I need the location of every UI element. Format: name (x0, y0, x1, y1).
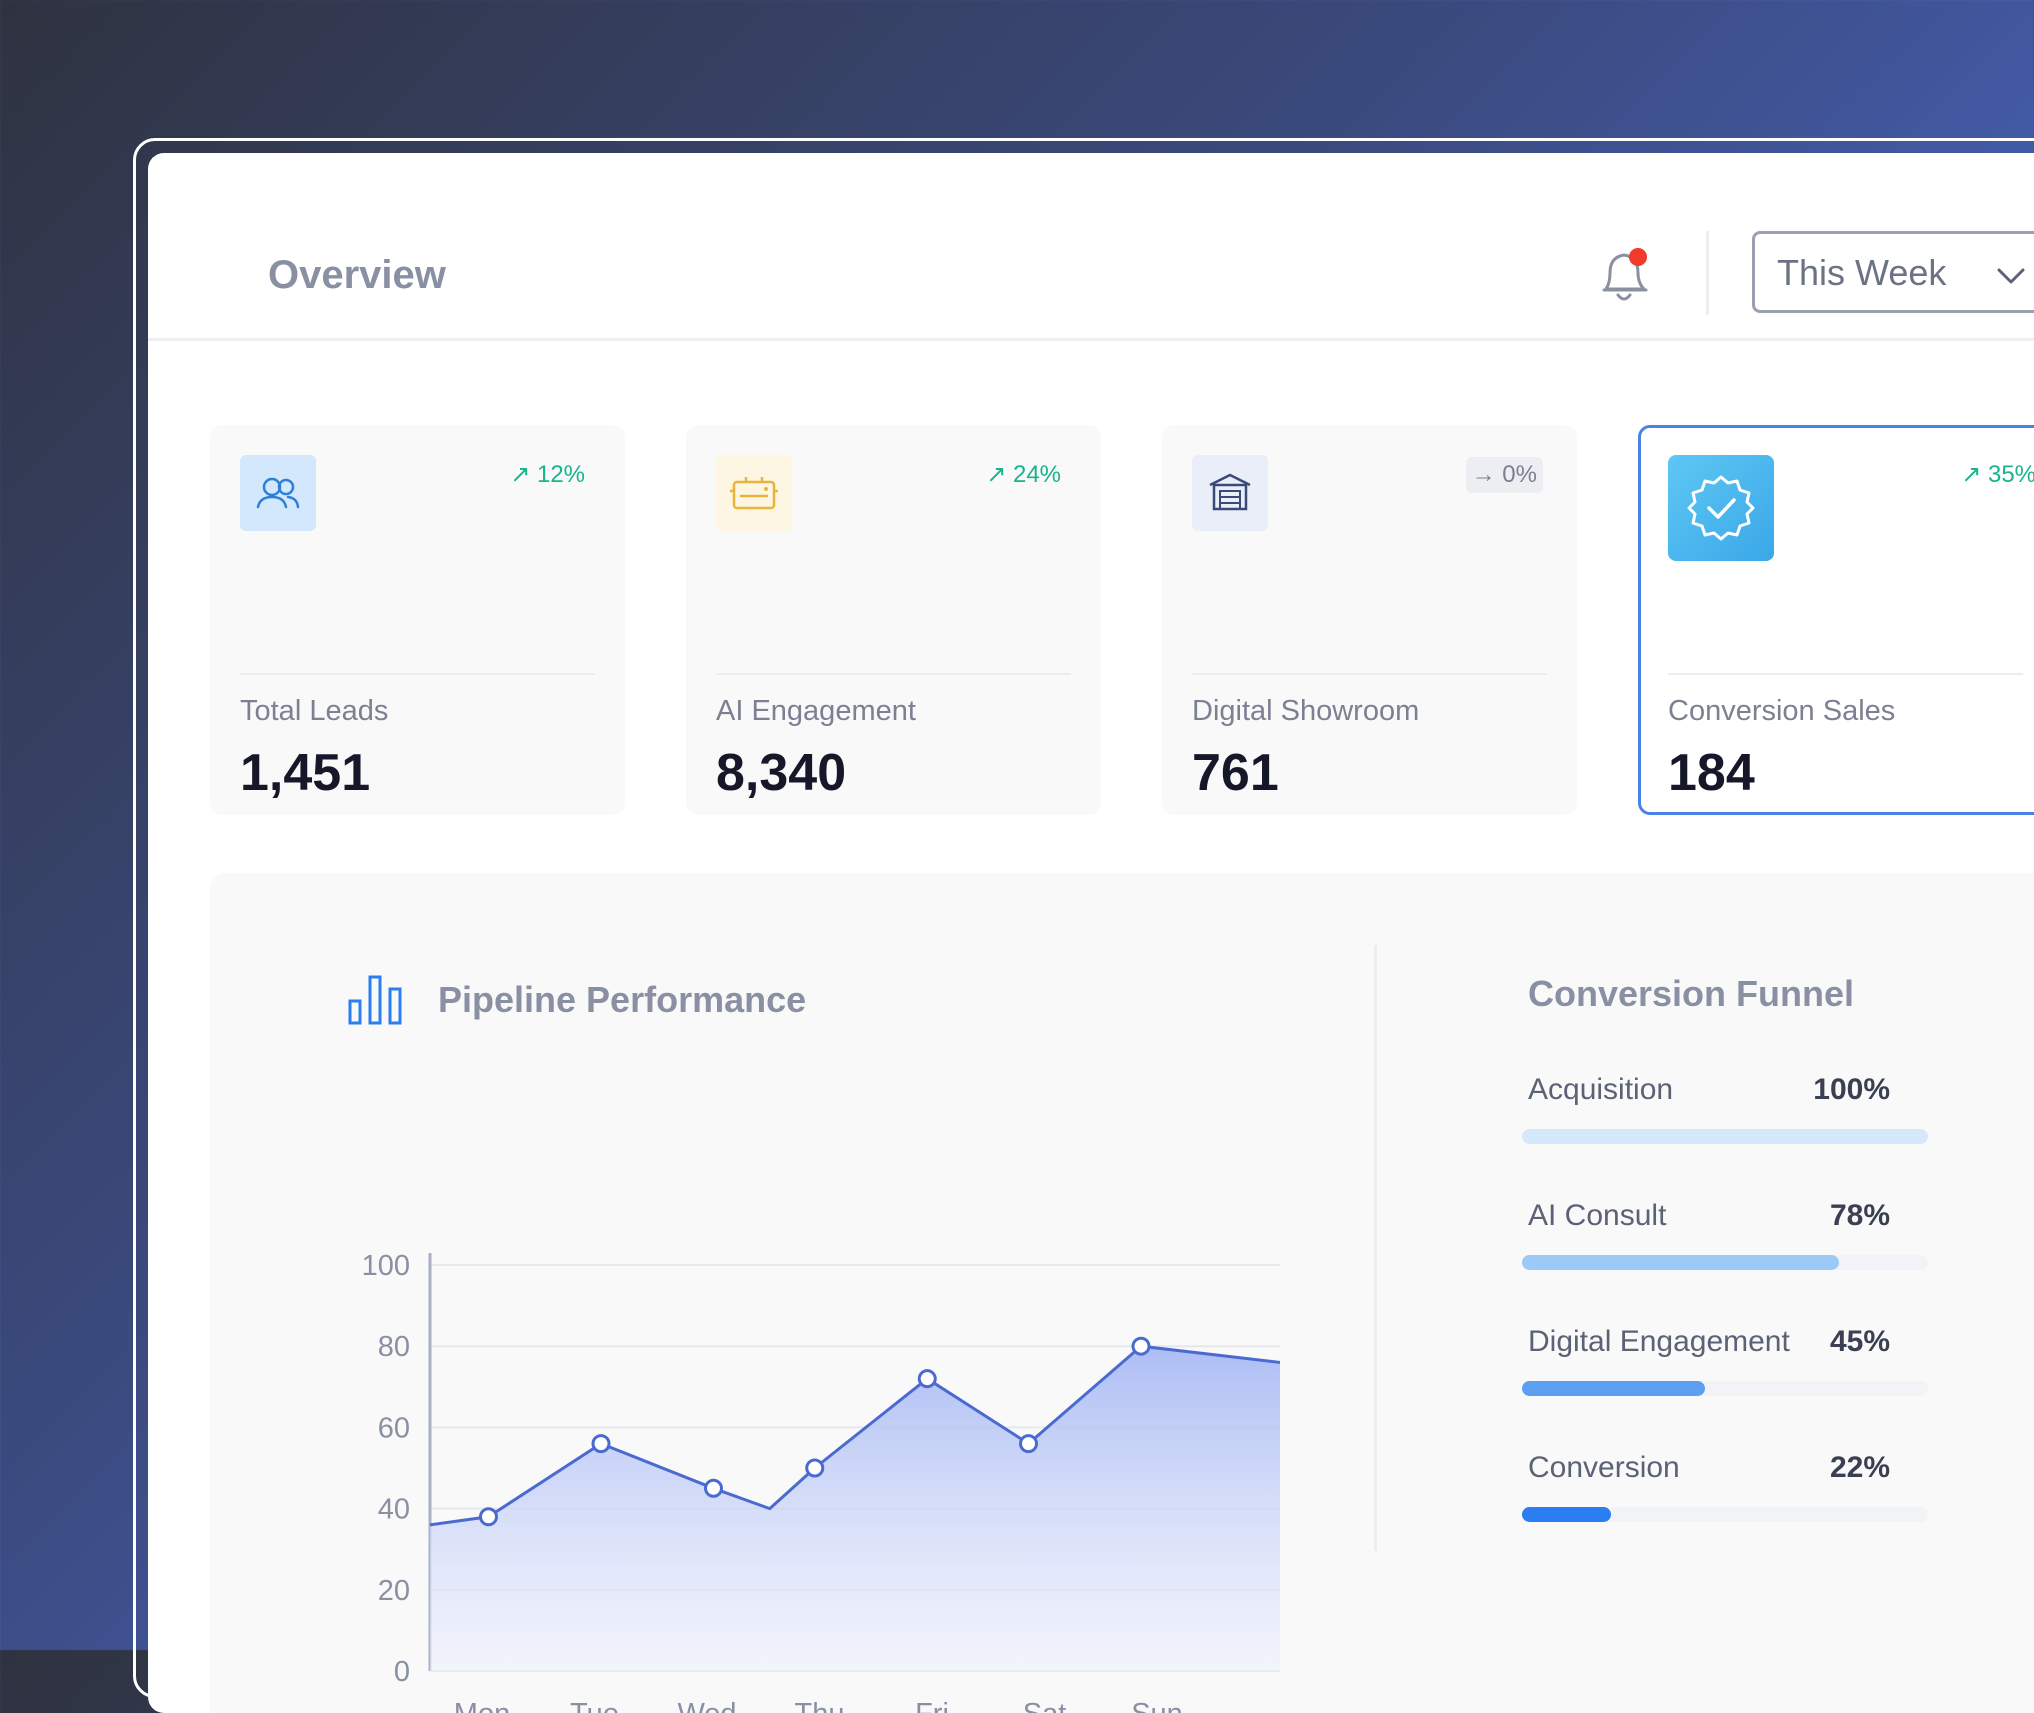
top-divider (1706, 231, 1709, 315)
analytics-panel: Pipeline Performance 0 20 40 60 80 100 Mon Tue W… (210, 873, 2034, 1713)
users-icon (240, 455, 316, 531)
y-tick-label: 60 (378, 1412, 410, 1444)
funnel-bar-track (1522, 1129, 1928, 1144)
trend-badge: ↗ 12% (510, 461, 585, 488)
trend-badge: ↗ 35% (1961, 461, 2034, 488)
funnel-percent: 100% (1813, 1073, 1890, 1106)
funnel-label: AI Consult (1528, 1199, 1667, 1232)
data-point (591, 1434, 611, 1454)
y-tick-label: 100 (362, 1250, 410, 1282)
funnel-bar-track (1522, 1255, 1928, 1270)
stat-card-total-leads[interactable]: ↗ 12% Total Leads 1,451 (210, 425, 625, 815)
dashboard-window: Overview This Week (148, 153, 2034, 1713)
funnel-bar-fill (1522, 1129, 1928, 1144)
funnel-bar-track (1522, 1507, 1928, 1522)
card-value: 184 (1668, 744, 1755, 802)
funnel-label: Digital Engagement (1528, 1325, 1790, 1358)
bell-icon[interactable] (1596, 243, 1656, 309)
card-divider (240, 673, 595, 675)
data-point (805, 1458, 825, 1478)
card-divider (1192, 673, 1547, 675)
y-tick-label: 80 (378, 1331, 410, 1363)
pipeline-chart: 0 20 40 60 80 100 Mon Tue Wed Thu Fri Sat Sun (362, 1250, 1281, 1713)
chevron-down-icon (1997, 268, 2025, 284)
trend-badge: → 0% (1465, 457, 1543, 493)
x-tick-label: Sat (1023, 1698, 1067, 1713)
stat-card-ai-engagement[interactable]: ↗ 24% AI Engagement 8,340 (686, 425, 1101, 815)
period-select[interactable]: This Week (1752, 231, 2034, 313)
y-tick-label: 40 (378, 1494, 410, 1526)
card-divider (1668, 673, 2023, 675)
period-select-value: This Week (1777, 252, 1947, 293)
page-title: Overview (268, 253, 446, 297)
funnel-title: Conversion Funnel (1528, 973, 1855, 1014)
card-value: 761 (1192, 744, 1279, 802)
data-point (917, 1369, 937, 1389)
funnel-bar-track (1522, 1381, 1928, 1396)
funnel-percent: 45% (1829, 1325, 1890, 1358)
stat-card-conversion-sales[interactable]: ↗ 35% Conversion Sales 184 (1638, 425, 2034, 815)
data-point (1019, 1434, 1038, 1454)
funnel-label: Conversion (1528, 1451, 1680, 1484)
notification-dot (1629, 248, 1647, 266)
stat-card-digital-showroom[interactable]: → 0% Digital Showroom 761 (1162, 425, 1577, 815)
area-fill (430, 1346, 1280, 1671)
y-tick-label: 20 (378, 1575, 410, 1607)
funnel-percent: 22% (1829, 1451, 1890, 1484)
card-label: Digital Showroom (1192, 695, 1420, 727)
top-bar: Overview This Week (148, 153, 2034, 341)
funnel-bar-fill (1522, 1381, 1705, 1396)
x-tick-label: Tue (570, 1698, 619, 1713)
card-label: Conversion Sales (1668, 695, 1896, 727)
funnel-percent: 78% (1829, 1199, 1890, 1232)
chart-title: Pipeline Performance (438, 979, 807, 1020)
funnel-label: Acquisition (1528, 1073, 1674, 1106)
card-label: Total Leads (240, 695, 389, 727)
x-tick-label: Wed (677, 1698, 736, 1713)
x-tick-label: Sun (1131, 1698, 1183, 1713)
showroom-icon (1192, 455, 1268, 531)
bar-chart-icon (348, 975, 402, 1025)
x-tick-label: Thu (795, 1698, 845, 1713)
card-value: 8,340 (716, 744, 847, 802)
data-point (1131, 1336, 1151, 1356)
x-tick-label: Fri (915, 1698, 949, 1713)
card-divider (716, 673, 1071, 675)
trend-badge: ↗ 24% (986, 461, 1061, 488)
data-point (704, 1478, 723, 1498)
x-tick-label: Mon (454, 1698, 510, 1713)
series-line (429, 1344, 1281, 1527)
funnel-bar-fill (1522, 1255, 1839, 1270)
y-tick-label: 0 (394, 1656, 410, 1688)
card-label: AI Engagement (716, 695, 916, 727)
verified-badge-icon (1668, 455, 1774, 561)
funnel-bar-fill (1522, 1507, 1612, 1522)
card-value: 1,451 (240, 744, 371, 802)
data-point (479, 1507, 498, 1527)
panel-divider (1374, 945, 1377, 1551)
robot-icon (716, 455, 792, 531)
